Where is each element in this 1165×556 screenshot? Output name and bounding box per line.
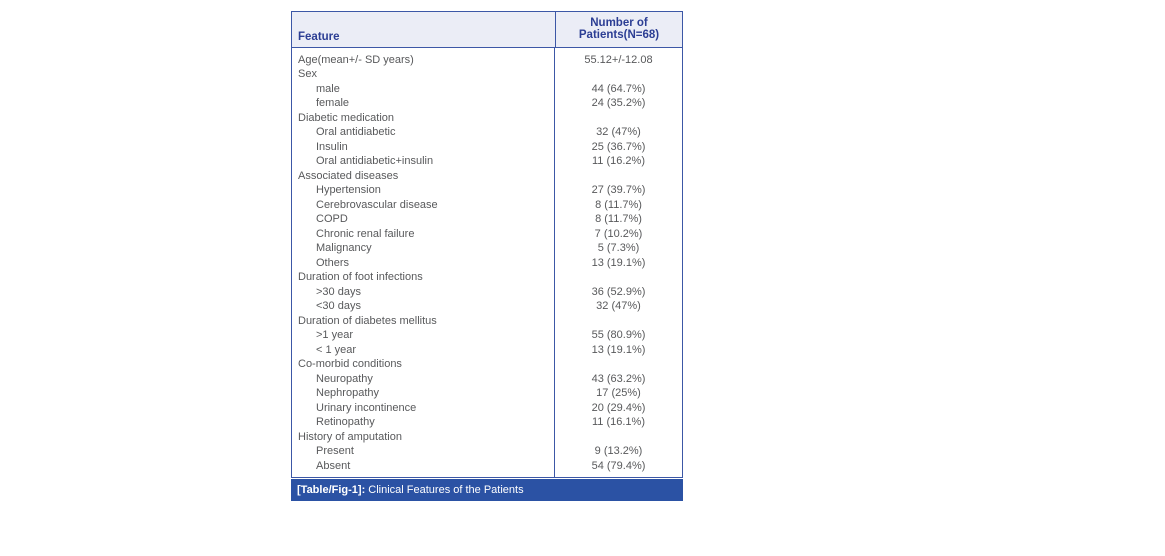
feature-cell: Absent — [316, 459, 351, 472]
table-row: Diabetic medication — [292, 111, 682, 126]
table-row: Neuropathy 43 (63.2%) — [292, 372, 682, 387]
value-cell: 55 (80.9%) — [591, 329, 646, 341]
table-body: Age(mean+/- SD years) 55.12+/-12.08 Sex … — [292, 47, 682, 478]
table-row: Retinopathy 11 (16.1%) — [292, 415, 682, 430]
value-cell — [555, 270, 682, 285]
feature-cell: Sex — [298, 68, 317, 80]
feature-cell: Duration of diabetes mellitus — [298, 314, 437, 327]
table-row: female 24 (35.2%) — [292, 96, 682, 111]
value-cell: 32 (47%) — [596, 300, 641, 312]
table-row: COPD 8 (11.7%) — [292, 212, 682, 227]
value-cell: 9 (13.2%) — [594, 445, 643, 457]
feature-cell: Urinary incontinence — [316, 401, 417, 414]
table-row: Age(mean+/- SD years) 55.12+/-12.08 — [292, 53, 682, 68]
table-row: Duration of diabetes mellitus — [292, 314, 682, 329]
feature-cell: male — [316, 82, 340, 95]
feature-cell: Co-morbid conditions — [298, 358, 402, 370]
feature-cell: Chronic renal failure — [316, 227, 415, 240]
feature-cell: female — [316, 97, 350, 109]
value-cell: 32 (47%) — [596, 126, 641, 138]
column-header-feature: Feature — [298, 30, 340, 43]
table-row: Chronic renal failure 7 (10.2%) — [292, 227, 682, 242]
value-cell: 25 (36.7%) — [591, 140, 646, 153]
value-cell: 43 (63.2%) — [591, 372, 646, 385]
feature-cell: Oral antidiabetic+insulin — [316, 155, 434, 167]
table-row: <30 days 32 (47%) — [292, 299, 682, 314]
table-row: >30 days 36 (52.9%) — [292, 285, 682, 300]
value-cell: 8 (11.7%) — [595, 198, 642, 211]
value-cell: 7 (10.2%) — [594, 227, 643, 240]
feature-cell: COPD — [316, 213, 348, 225]
value-cell: 55.12+/-12.08 — [584, 53, 653, 66]
feature-cell: Cerebrovascular disease — [316, 198, 438, 211]
clinical-features-figure: Feature Number of Patients(N=68) Age(mea… — [291, 11, 683, 501]
table-row: Insulin 25 (36.7%) — [292, 140, 682, 155]
value-cell: 13 (19.1%) — [591, 343, 646, 356]
column-header-patients: Number of Patients(N=68) — [555, 12, 682, 47]
table-row: History of amputation — [292, 430, 682, 445]
table-row: Oral antidiabetic+insulin 11 (16.2%) — [292, 154, 682, 169]
value-cell: 11 (16.1%) — [592, 416, 645, 428]
feature-cell: Associated diseases — [298, 169, 399, 182]
table-row: Sex — [292, 67, 682, 82]
feature-cell: Duration of foot infections — [298, 271, 423, 283]
feature-cell: Neuropathy — [316, 372, 373, 385]
clinical-features-table: Feature Number of Patients(N=68) Age(mea… — [291, 11, 683, 478]
table-row: Oral antidiabetic 32 (47%) — [292, 125, 682, 140]
table-header-row: Feature Number of Patients(N=68) — [292, 12, 682, 48]
table-row: >1 year 55 (80.9%) — [292, 328, 682, 343]
column-header-patients-label: Number of Patients(N=68) — [578, 16, 660, 42]
caption-text: Clinical Features of the Patients — [365, 484, 524, 496]
value-cell — [555, 357, 682, 372]
table-row: Cerebrovascular disease 8 (11.7%) — [292, 198, 682, 213]
feature-cell: Nephropathy — [316, 387, 379, 399]
feature-cell: Hypertension — [316, 184, 381, 196]
value-cell — [555, 314, 682, 329]
value-cell: 8 (11.7%) — [595, 213, 642, 225]
value-cell — [555, 67, 682, 82]
value-cell: 24 (35.2%) — [591, 97, 646, 109]
table-row: Others 13 (19.1%) — [292, 256, 682, 271]
value-cell: 13 (19.1%) — [591, 256, 646, 269]
value-cell: 17 (25%) — [596, 387, 641, 399]
feature-cell: >1 year — [316, 329, 353, 341]
feature-cell: >30 days — [316, 285, 361, 298]
feature-cell: <30 days — [316, 300, 361, 312]
feature-cell: Malignancy — [316, 242, 372, 254]
value-cell: 5 (7.3%) — [597, 242, 640, 254]
value-cell: 44 (64.7%) — [591, 82, 646, 95]
table-row: Co-morbid conditions — [292, 357, 682, 372]
value-cell — [555, 111, 682, 126]
feature-cell: Age(mean+/- SD years) — [298, 53, 414, 66]
table-row: Malignancy 5 (7.3%) — [292, 241, 682, 256]
feature-cell: Insulin — [316, 140, 348, 153]
value-cell — [555, 430, 682, 445]
table-row: Absent 54 (79.4%) — [292, 459, 682, 474]
value-cell: 54 (79.4%) — [591, 459, 646, 472]
feature-cell: < 1 year — [316, 343, 357, 356]
table-row: male 44 (64.7%) — [292, 82, 682, 97]
table-row: Urinary incontinence 20 (29.4%) — [292, 401, 682, 416]
caption-tag: [Table/Fig-1]: — [297, 484, 366, 496]
value-cell: 20 (29.4%) — [591, 401, 646, 414]
table-caption: [Table/Fig-1]: Clinical Features of the … — [291, 479, 683, 501]
feature-cell: Retinopathy — [316, 416, 375, 428]
table-row: < 1 year 13 (19.1%) — [292, 343, 682, 358]
feature-cell: History of amputation — [298, 430, 402, 443]
value-cell: 11 (16.2%) — [592, 155, 645, 167]
table-row: Duration of foot infections — [292, 270, 682, 285]
feature-cell: Oral antidiabetic — [316, 126, 396, 138]
table-row: Hypertension 27 (39.7%) — [292, 183, 682, 198]
value-cell: 27 (39.7%) — [591, 184, 646, 196]
feature-cell: Present — [316, 445, 354, 457]
table-row: Associated diseases — [292, 169, 682, 184]
table-row: Present 9 (13.2%) — [292, 444, 682, 459]
feature-cell: Others — [316, 256, 350, 269]
value-cell: 36 (52.9%) — [591, 285, 646, 298]
table-row: Nephropathy 17 (25%) — [292, 386, 682, 401]
value-cell — [555, 169, 682, 184]
feature-cell: Diabetic medication — [298, 111, 394, 124]
